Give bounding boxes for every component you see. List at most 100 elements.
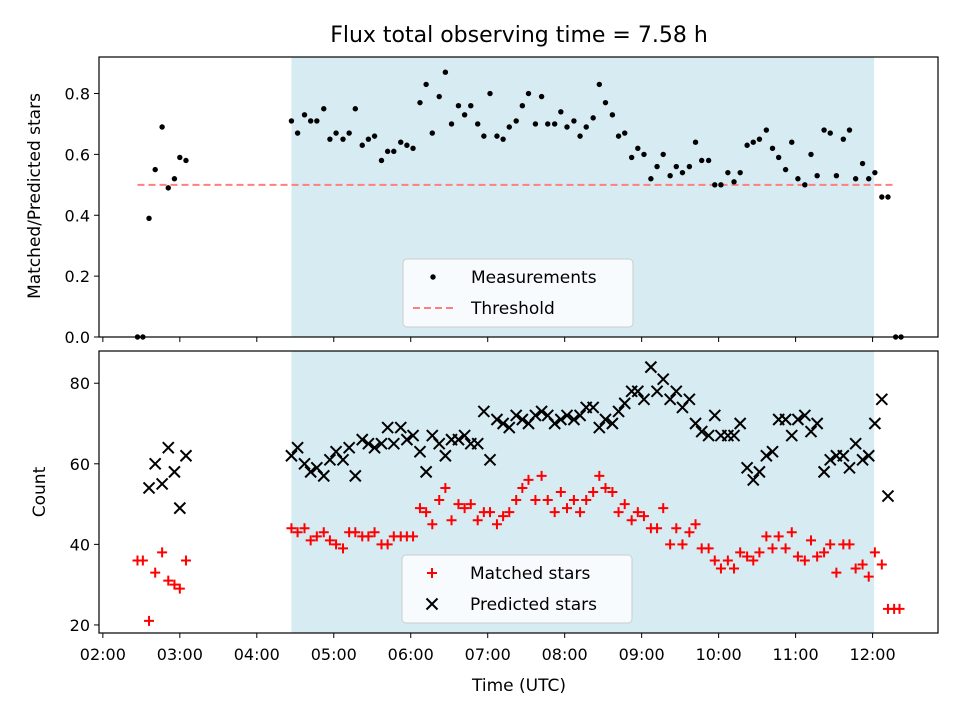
measurement-point (750, 139, 756, 145)
legend-predicted-marker (425, 597, 439, 611)
top-panel: Matched/Predicted stars 0.0 0.2 0.4 0.6 0.8 M… (25, 56, 939, 347)
predicted-star-point (599, 413, 612, 426)
matched-star-point (857, 559, 868, 570)
matched-star-point (594, 470, 605, 481)
matched-star-point (555, 487, 566, 497)
measurement-point (365, 136, 372, 142)
measurement-point (833, 172, 840, 179)
matched-star-point (792, 551, 803, 562)
measurement-point (159, 124, 165, 130)
matched-star-point (831, 567, 842, 578)
measurement-point (513, 118, 519, 124)
predicted-star-point (413, 445, 427, 458)
matched-star-point (709, 555, 720, 566)
measurement-point (679, 169, 686, 176)
predicted-star-point (173, 501, 187, 515)
matched-star-point (767, 543, 778, 554)
predicted-star-point (618, 397, 631, 410)
predicted-star-point (644, 360, 658, 374)
measurement-point (481, 133, 487, 139)
measurement-point (660, 151, 666, 158)
legend-box (401, 554, 633, 624)
measurement-point (429, 130, 435, 136)
predicted-star-point (336, 453, 350, 466)
matched-star-point (465, 499, 476, 510)
matched-star-point (748, 555, 759, 566)
measurement-point (327, 136, 333, 142)
measurement-point (852, 176, 859, 182)
x-tick-label: 10:00 (696, 645, 742, 664)
measurement-point (763, 127, 770, 133)
matched-star-point (786, 527, 797, 538)
measurement-point (622, 130, 628, 136)
matched-star-point (735, 547, 746, 558)
matched-star-point (876, 559, 887, 570)
measurement-point (321, 106, 327, 112)
predicted-star-point (637, 393, 651, 406)
predicted-star-point (291, 441, 304, 454)
predicted-star-point (702, 429, 715, 442)
predicted-star-point (817, 465, 831, 479)
predicted-star-point (362, 437, 375, 450)
matched-star-point (530, 495, 541, 506)
matched-star-point (459, 503, 470, 514)
predicted-star-point (631, 385, 645, 398)
measurement-point (442, 69, 449, 75)
measurement-point (718, 182, 724, 188)
matched-star-point (292, 527, 303, 538)
measurement-point (461, 112, 468, 118)
matched-star-point (799, 555, 810, 566)
matched-star-point (536, 470, 547, 481)
measurement-point (152, 166, 158, 173)
matched-star-point (414, 503, 425, 514)
matched-star-point (561, 503, 572, 514)
matched-star-point (137, 555, 148, 566)
predicted-star-point (548, 417, 561, 430)
matched-star-point (703, 543, 714, 554)
predicted-star-point (471, 437, 484, 450)
matched-star-point (453, 499, 464, 510)
measurement-point (538, 93, 545, 100)
measurement-point (404, 142, 410, 148)
matched-star-point (446, 515, 457, 526)
measurement-point (571, 118, 577, 124)
matched-star-point (613, 507, 624, 518)
predicted-star-point (593, 421, 606, 434)
predicted-star-point (483, 453, 497, 466)
predicted-star-point (695, 425, 708, 438)
matched-star-point (588, 487, 599, 497)
measurement-point (775, 154, 782, 161)
predicted-star-point (496, 417, 510, 430)
measurement-point (885, 194, 891, 200)
matched-star-point (157, 547, 168, 558)
predicted-star-point (535, 405, 548, 418)
matched-star-point (863, 571, 874, 582)
predicted-star-point (516, 413, 529, 426)
matched-star-point (665, 539, 676, 550)
measurement-point (448, 121, 455, 127)
matched-star-point (311, 531, 322, 542)
matched-star-point (498, 511, 509, 522)
predicted-star-point (490, 413, 504, 426)
predicted-star-point (798, 409, 812, 422)
measurement-point (468, 102, 474, 109)
matched-star-point (549, 507, 560, 518)
predicted-star-point (349, 469, 362, 483)
predicted-star-point (747, 473, 760, 487)
matched-star-point (305, 535, 316, 546)
matched-star-point (632, 507, 643, 518)
legend-label: Measurements (471, 268, 597, 288)
y-tick-label: 0.2 (65, 267, 90, 286)
measurement-point (171, 176, 178, 182)
measurement-point (301, 112, 308, 118)
matched-star-point (174, 583, 185, 594)
predicted-star-point (862, 449, 875, 462)
measurement-point (359, 142, 365, 148)
predicted-star-point (304, 465, 317, 479)
matched-star-point (715, 563, 726, 574)
matched-star-point (869, 547, 880, 558)
measurement-point (641, 151, 647, 158)
matched-star-point (338, 543, 349, 554)
predicted-star-point (843, 461, 856, 475)
